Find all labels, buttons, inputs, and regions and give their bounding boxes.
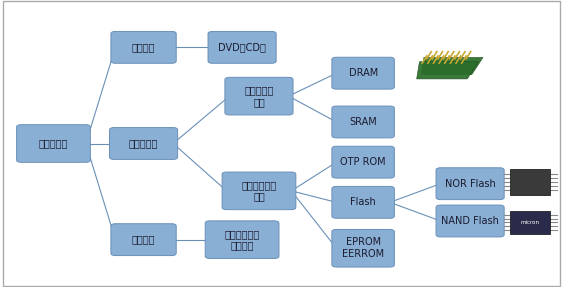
FancyBboxPatch shape [510,169,551,195]
Text: 半导体存储: 半导体存储 [129,139,158,148]
Text: Flash: Flash [350,197,376,207]
Text: 磁带、软盘、
机械硬盘: 磁带、软盘、 机械硬盘 [225,229,260,251]
FancyBboxPatch shape [332,106,394,138]
Text: 光学存储: 光学存储 [132,42,155,52]
Text: DVD、CD等: DVD、CD等 [218,42,266,52]
Text: NOR Flash: NOR Flash [445,179,495,189]
Text: 易失性存储
芯片: 易失性存储 芯片 [244,85,274,107]
FancyBboxPatch shape [332,57,394,89]
FancyBboxPatch shape [225,77,293,115]
FancyBboxPatch shape [510,211,551,234]
FancyBboxPatch shape [436,168,504,200]
FancyBboxPatch shape [111,224,176,255]
Text: SRAM: SRAM [349,117,377,127]
Text: DRAM: DRAM [348,68,378,78]
FancyBboxPatch shape [332,230,394,267]
Text: NAND Flash: NAND Flash [441,216,499,226]
FancyBboxPatch shape [222,172,296,210]
Text: EPROM
EERROM: EPROM EERROM [342,237,384,259]
FancyBboxPatch shape [208,32,276,63]
FancyBboxPatch shape [111,32,176,63]
Text: 非易失性存储
芯片: 非易失性存储 芯片 [242,180,276,202]
FancyBboxPatch shape [205,221,279,258]
Text: 磁性存储: 磁性存储 [132,235,155,245]
FancyBboxPatch shape [17,125,91,162]
FancyBboxPatch shape [436,205,504,237]
Text: 存储器设备: 存储器设备 [39,139,68,148]
Text: micron: micron [521,220,540,225]
Polygon shape [421,57,483,75]
FancyBboxPatch shape [332,146,394,178]
FancyBboxPatch shape [332,187,394,218]
Polygon shape [417,62,479,79]
FancyBboxPatch shape [109,127,178,160]
Text: OTP ROM: OTP ROM [340,157,386,167]
